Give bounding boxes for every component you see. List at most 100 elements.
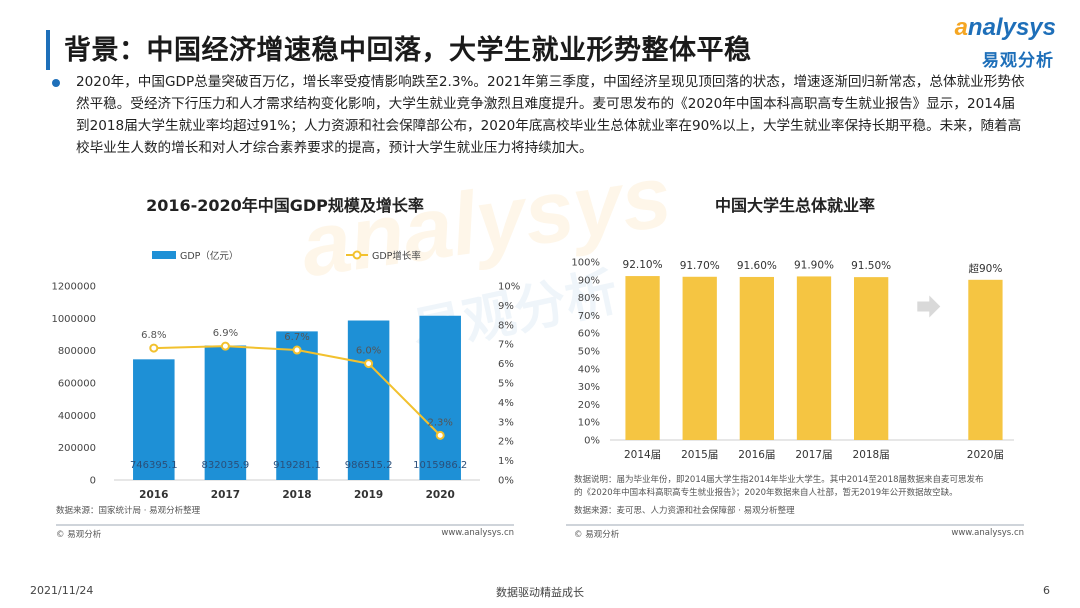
- growth-rate-label: 6.7%: [284, 332, 309, 343]
- footer-date: 2021/11/24: [30, 584, 94, 597]
- gdp-y-tick-label: 0: [90, 476, 96, 487]
- employment-bar-value-label: 91.50%: [851, 260, 891, 272]
- gdp-bar-value-label: 746395.1: [130, 460, 178, 471]
- gdp-bar: [276, 331, 318, 480]
- growth-rate-point: [292, 345, 302, 355]
- legend-gdp-label: GDP（亿元）: [180, 250, 238, 262]
- gdp-y2-tick-label: 2%: [498, 437, 514, 448]
- employment-bar: [854, 277, 889, 440]
- brand-logo: analysys 易观分析: [936, 14, 1056, 72]
- note-line-1: 数据说明：届为毕业年份，即2014届大学生指2014年毕业大学生。其中2014至…: [574, 475, 984, 485]
- employment-x-tick-label: 2017届: [795, 449, 832, 461]
- gdp-y2-tick-label: 7%: [498, 340, 514, 351]
- employment-website: www.analysys.cn: [951, 528, 1024, 538]
- employment-bar: [968, 279, 1003, 440]
- legend-growth-label: GDP增长率: [372, 250, 421, 262]
- gdp-bar-value-label: 832035.9: [202, 460, 250, 471]
- footer-page-number: 6: [1043, 584, 1050, 597]
- gdp-y2-tick-label: 0%: [498, 476, 514, 487]
- employment-bar-value-label: 91.90%: [794, 259, 834, 271]
- gdp-y-tick-label: 600000: [58, 379, 96, 390]
- employment-source: 数据来源：麦可思、人力资源和社会保障部 · 易观分析整理: [574, 506, 795, 516]
- gdp-y-tick-label: 800000: [58, 346, 96, 357]
- employment-note: 数据说明：届为毕业年份，即2014届大学生指2014年毕业大学生。其中2014至…: [574, 474, 1022, 500]
- gdp-y2-tick-label: 6%: [498, 359, 514, 370]
- growth-rate-point: [149, 343, 159, 353]
- gdp-y2-tick-label: 8%: [498, 320, 514, 331]
- employment-bar: [739, 276, 774, 440]
- gdp-bar: [204, 345, 247, 480]
- employment-x-tick-label: 2020届: [967, 449, 1004, 461]
- page-title: 背景：中国经济增速稳中回落，大学生就业形势整体平稳: [64, 35, 752, 66]
- gdp-y-tick-label: 1000000: [51, 314, 96, 325]
- growth-rate-point: [435, 430, 445, 440]
- gdp-y-tick-label: 400000: [58, 411, 96, 422]
- gdp-x-tick-label: 2019: [354, 489, 383, 501]
- gdp-y2-tick-label: 4%: [498, 398, 514, 409]
- gdp-y-tick-label: 1200000: [51, 282, 96, 293]
- gdp-x-tick-label: 2017: [211, 489, 240, 501]
- employment-x-tick-label: 2018届: [853, 449, 890, 461]
- employment-copyright: © 易观分析: [574, 530, 620, 540]
- employment-bar: [625, 276, 660, 440]
- employment-x-tick-label: 2016届: [738, 449, 775, 461]
- gdp-bar: [133, 359, 175, 480]
- legend-gdp-swatch: [152, 251, 176, 259]
- gdp-bar-value-label: 986515.2: [345, 460, 393, 471]
- growth-rate-label: 2.3%: [427, 417, 452, 428]
- employment-y-tick-label: 20%: [578, 400, 600, 411]
- gdp-bar-value-label: 919281.1: [273, 460, 321, 471]
- gdp-y-tick-label: 200000: [58, 443, 96, 454]
- employment-x-tick-label: 2014届: [624, 449, 661, 461]
- gdp-chart-title: 2016-2020年中国GDP规模及增长率: [146, 196, 424, 215]
- employment-y-tick-label: 100%: [571, 258, 600, 269]
- gdp-website: www.analysys.cn: [441, 528, 514, 538]
- gdp-y2-tick-label: 1%: [498, 456, 514, 467]
- arrow-right-icon: [917, 295, 941, 318]
- growth-rate-point: [364, 359, 374, 369]
- logo-cn-text: 易观分析: [982, 51, 1054, 71]
- gdp-bar-value-label: 1015986.2: [413, 460, 467, 471]
- gdp-copyright: © 易观分析: [56, 530, 102, 540]
- gdp-x-tick-label: 2018: [282, 489, 311, 501]
- employment-x-tick-label: 2015届: [681, 449, 718, 461]
- bullet-icon: [52, 79, 60, 87]
- employment-bar: [796, 276, 832, 440]
- employment-y-tick-label: 50%: [578, 347, 600, 358]
- gdp-y2-tick-label: 5%: [498, 379, 514, 390]
- employment-bar-value-label: 92.10%: [623, 259, 663, 271]
- gdp-chart-panel: 2016-2020年中国GDP规模及增长率 GDP（亿元） GDP增长率 0 2000…: [51, 186, 520, 540]
- gdp-source: 数据来源：国家统计局 · 易观分析整理: [56, 506, 201, 516]
- employment-y-tick-label: 10%: [578, 418, 600, 429]
- footer-slogan: 数据驱动精益成长: [496, 586, 584, 599]
- employment-chart-panel: 中国大学生总体就业率 0% 10% 20% 30% 40% 50% 60% 70% 80% 90%…: [566, 186, 1024, 540]
- employment-y-tick-label: 30%: [578, 382, 600, 393]
- employment-y-tick-label: 0%: [584, 436, 600, 447]
- employment-y-tick-label: 40%: [578, 364, 600, 375]
- gdp-bar: [347, 320, 390, 480]
- employment-y-tick-label: 80%: [578, 293, 600, 304]
- employment-y-tick-label: 60%: [578, 329, 600, 340]
- employment-chart-title: 中国大学生总体就业率: [714, 196, 875, 215]
- employment-bar-value-label: 超90%: [969, 262, 1003, 275]
- title-accent-bar: [46, 30, 50, 70]
- employment-bar: [682, 276, 717, 440]
- gdp-x-tick-label: 2020: [426, 489, 455, 501]
- gdp-y2-tick-label: 3%: [498, 417, 514, 428]
- gdp-y2-tick-label: 9%: [498, 301, 514, 312]
- growth-rate-label: 6.8%: [141, 330, 166, 341]
- employment-y-tick-label: 70%: [578, 311, 600, 322]
- employment-y-tick-label: 90%: [578, 275, 600, 286]
- employment-bar-value-label: 91.60%: [737, 260, 777, 272]
- growth-rate-label: 6.0%: [356, 346, 381, 357]
- gdp-y2-tick-label: 10%: [498, 282, 520, 293]
- growth-rate-label: 6.9%: [213, 328, 238, 339]
- gdp-chart: GDP（亿元） GDP增长率 0 200000 400000 600000 800000 10…: [51, 250, 520, 501]
- employment-chart: 0% 10% 20% 30% 40% 50% 60% 70% 80% 90% 100% 92.10% 2…: [571, 258, 1014, 461]
- logo-wordmark: analysys: [954, 14, 1056, 41]
- gdp-x-tick-label: 2016: [139, 489, 168, 501]
- growth-rate-point: [220, 341, 230, 351]
- employment-bar-value-label: 91.70%: [680, 260, 720, 272]
- legend-growth-marker: [352, 250, 362, 260]
- gdp-bar: [419, 315, 461, 480]
